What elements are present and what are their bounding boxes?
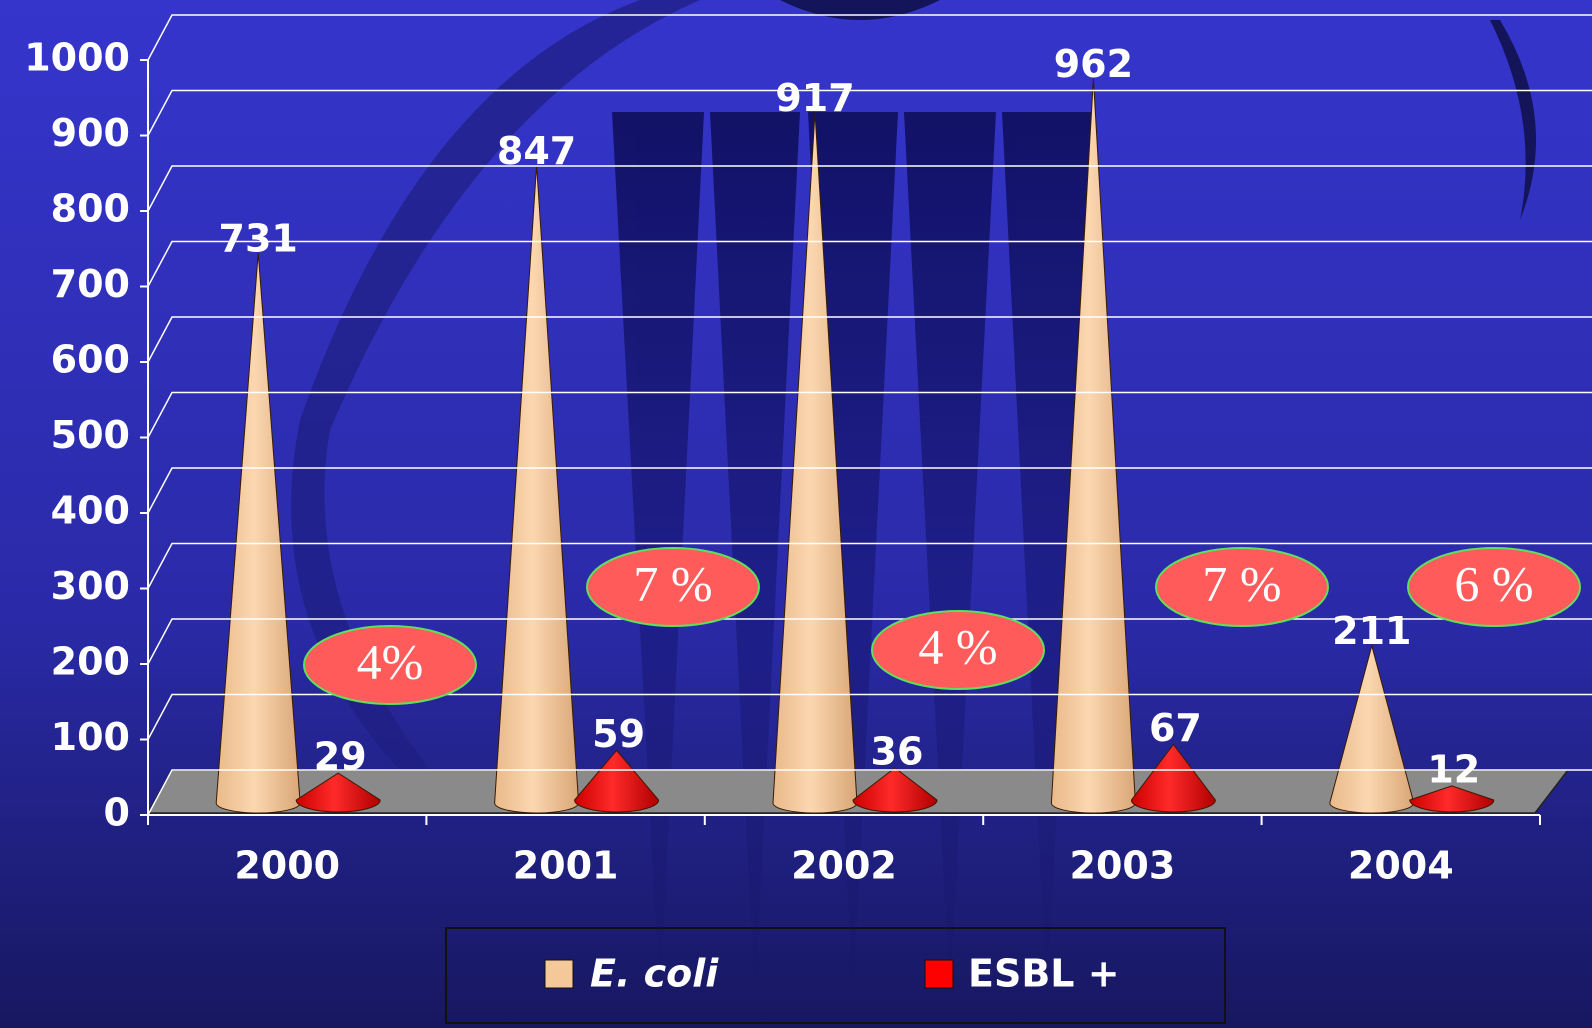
y-tick-label: 800	[51, 187, 130, 231]
x-tick-label: 2003	[1070, 844, 1176, 888]
legend-label: ESBL +	[968, 952, 1120, 996]
legend-swatch	[545, 960, 573, 988]
legend-swatch	[925, 960, 953, 988]
value-label: 29	[314, 735, 367, 779]
y-tick-label: 300	[51, 564, 130, 608]
page: 7312984759917369626721112 E. coli ESBL +…	[0, 0, 1592, 1028]
value-label: 211	[1332, 609, 1411, 653]
y-tick-label: 900	[51, 111, 130, 155]
x-tick-label: 2004	[1348, 844, 1454, 888]
value-label: 731	[219, 217, 298, 261]
y-tick-label: 700	[51, 262, 130, 306]
annotation: 7 %	[633, 555, 712, 611]
y-tick-label: 500	[51, 413, 130, 457]
y-tick-label: 100	[51, 715, 130, 759]
y-tick-label: 1000	[24, 36, 130, 80]
x-tick-label: 2000	[234, 844, 340, 888]
x-tick-label: 2002	[791, 844, 897, 888]
annotation: 7 %	[1202, 555, 1281, 611]
y-tick-label: 0	[104, 791, 130, 835]
y-tick-label: 600	[51, 338, 130, 382]
y-tick-label: 200	[51, 640, 130, 684]
y-tick-label: 400	[51, 489, 130, 533]
value-label: 917	[775, 76, 854, 120]
annotation: 4%	[357, 633, 424, 689]
value-label: 67	[1149, 706, 1202, 750]
legend-label: E. coli	[590, 952, 719, 996]
annotation: 4 %	[918, 618, 997, 674]
value-label: 962	[1054, 42, 1133, 86]
value-label: 36	[871, 729, 924, 773]
value-label: 59	[592, 712, 645, 756]
chart: 7312984759917369626721112 E. coli ESBL +…	[0, 0, 1592, 1028]
x-tick-label: 2001	[513, 844, 619, 888]
annotation: 6 %	[1454, 555, 1533, 611]
